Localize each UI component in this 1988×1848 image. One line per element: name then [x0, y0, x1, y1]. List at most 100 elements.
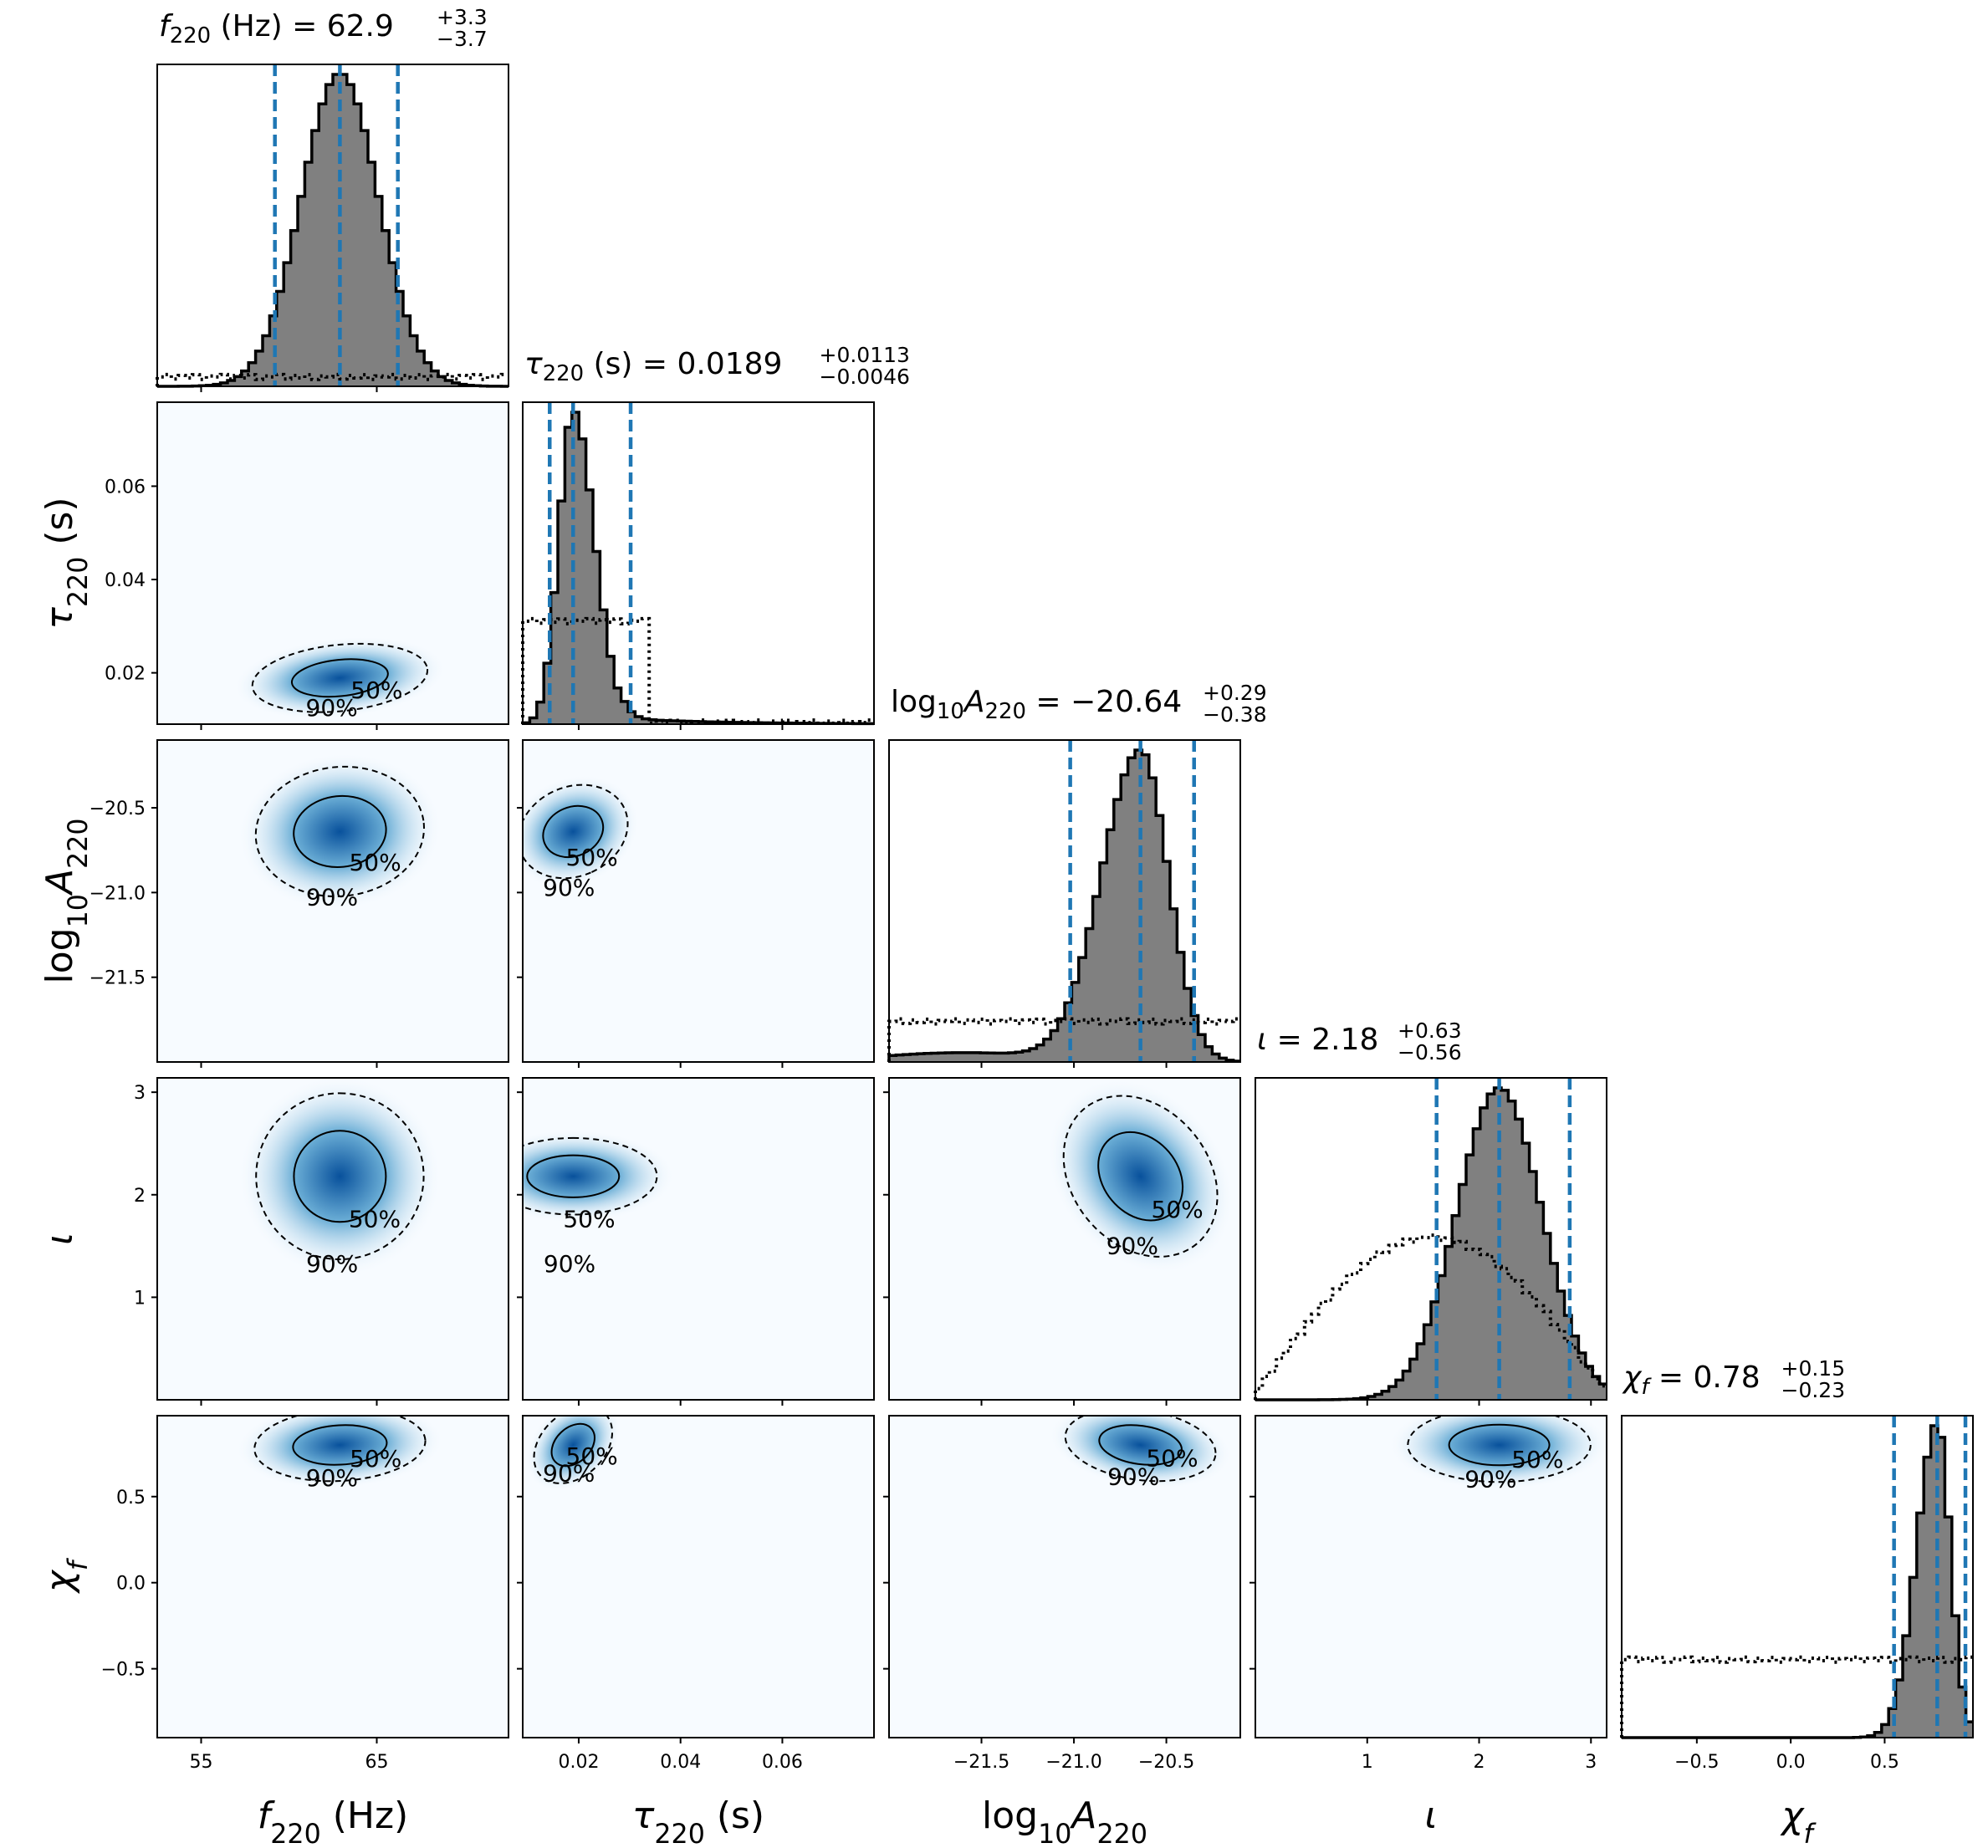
- density-blob: [1047, 1079, 1234, 1274]
- y-axis-label-iota: ι: [38, 1233, 81, 1245]
- contour-90: [253, 1416, 427, 1483]
- y-tick-label-logA: −21.5: [89, 968, 146, 989]
- x-axis-label-chif: χf: [1780, 1794, 1817, 1848]
- contour-label-90: 90%: [306, 694, 358, 722]
- prior-hist-dotted: [1620, 1655, 1973, 1738]
- contour-50: [542, 804, 605, 859]
- contour-90: [1407, 1416, 1592, 1483]
- contour-label-90: 90%: [543, 874, 595, 901]
- title-upper-error: +0.0113: [820, 343, 910, 367]
- density-blob: [238, 1078, 442, 1277]
- contour-50: [293, 794, 387, 868]
- title-upper-error: +3.3: [437, 5, 488, 29]
- density-frame: [156, 401, 509, 725]
- y-tick-label-tau220: 0.06: [105, 477, 146, 498]
- density-frame: [522, 1077, 875, 1401]
- x-axis-label-logA: log10A220: [982, 1794, 1147, 1848]
- contour-label-50: 50%: [1146, 1444, 1198, 1472]
- density-blob: [523, 774, 640, 888]
- x-axis-label-tau220: τ220 (s): [632, 1794, 764, 1848]
- y-tick-label-tau220: 0.04: [105, 570, 146, 591]
- density-blob: [523, 1130, 675, 1223]
- prior-hist-dotted: [156, 372, 508, 386]
- x-tick-label-tau220: 0.02: [558, 1752, 599, 1773]
- contour-label-50: 50%: [566, 844, 618, 871]
- hist-frame: [522, 401, 875, 725]
- contour-label-50: 50%: [1511, 1446, 1563, 1473]
- x-tick-label-logA: −21.0: [1045, 1752, 1101, 1773]
- density-panel-tau220-iota: 50% 90%: [522, 1077, 875, 1401]
- contour-90: [523, 1136, 658, 1216]
- contour-90: [523, 784, 629, 880]
- contour-50: [293, 1130, 387, 1223]
- density-frame: [522, 1415, 875, 1738]
- x-tick-label-iota: 1: [1362, 1752, 1373, 1773]
- x-tick-label-iota: 3: [1585, 1752, 1597, 1773]
- density-panel-f220-chif: 50%90%: [156, 1415, 509, 1738]
- density-panel-tau220-logA: 50%90%: [522, 739, 875, 1063]
- contour-label-90: 90%: [1464, 1465, 1516, 1493]
- x-tick-label-chif: −0.5: [1674, 1752, 1719, 1773]
- contour-label-50: 50%: [350, 1445, 401, 1473]
- contour-label-90: 90%: [544, 1250, 595, 1278]
- contour-90: [1062, 1095, 1219, 1258]
- contour-label-50: 50%: [566, 1442, 618, 1470]
- y-tick-label-iota: 3: [134, 1083, 146, 1104]
- y-tick-label-logA: −20.5: [89, 799, 146, 819]
- y-tick-label-chif: 0.5: [116, 1488, 146, 1509]
- contour-90: [533, 1416, 614, 1484]
- contour-label-50: 50%: [349, 1205, 401, 1233]
- x-axis-label-iota: ι: [1425, 1794, 1438, 1837]
- density-frame: [156, 739, 509, 1063]
- title-lower-error: −3.7: [437, 27, 488, 51]
- density-background: [523, 1078, 874, 1400]
- posterior-title-chif: χf = 0.78: [1622, 1360, 1761, 1400]
- density-panel-tau220-chif: 50%90%: [522, 1415, 875, 1738]
- title-lower-error: −0.0046: [820, 365, 910, 389]
- y-tick-label-chif: 0.0: [116, 1574, 146, 1595]
- density-frame: [888, 1415, 1241, 1738]
- title-upper-error: +0.15: [1781, 1356, 1846, 1381]
- posterior-hist-fill: [157, 74, 508, 386]
- density-blob: [1049, 1416, 1232, 1489]
- contour-label-90: 90%: [306, 883, 358, 911]
- x-tick-label-iota: 2: [1474, 1752, 1485, 1773]
- hist-panel-logA: log10A220 = −20.64 +0.29−0.38: [887, 681, 1267, 1063]
- hist-frame: [1621, 1415, 1974, 1738]
- contour-90: [254, 765, 425, 897]
- contour-50: [292, 1424, 388, 1466]
- hist-panel-chif: χf = 0.78 +0.15−0.23: [1620, 1356, 1974, 1739]
- density-panel-iota-chif: 50%90%: [1255, 1415, 1607, 1738]
- density-frame: [522, 739, 875, 1063]
- density-blob: [525, 1416, 621, 1492]
- title-upper-error: +0.63: [1398, 1018, 1462, 1043]
- posterior-hist-outline: [156, 73, 508, 388]
- posterior-hist-fill: [523, 412, 874, 724]
- y-axis-label-tau220: τ220 (s): [38, 497, 94, 629]
- posterior-title-f220: f220 (Hz) = 62.9: [159, 9, 394, 48]
- x-tick-label-logA: −20.5: [1138, 1752, 1194, 1773]
- density-panel-f220-logA: 50%90%: [156, 739, 509, 1063]
- y-tick-label-logA: −21.0: [89, 883, 146, 904]
- contour-label-90: 90%: [543, 1459, 595, 1487]
- contour-label-50: 50%: [349, 849, 401, 876]
- posterior-title-logA: log10A220 = −20.64: [891, 685, 1182, 724]
- contour-label-90: 90%: [1107, 1463, 1159, 1491]
- posterior-title-tau220: τ220 (s) = 0.0189: [524, 347, 782, 386]
- title-upper-error: +0.29: [1203, 681, 1267, 705]
- y-tick-label-iota: 1: [134, 1288, 146, 1309]
- prior-hist-dotted: [887, 1017, 1240, 1062]
- density-blob: [238, 753, 442, 911]
- contour-label-90: 90%: [1106, 1233, 1158, 1260]
- contour-90: [1064, 1416, 1217, 1483]
- y-tick-label-iota: 2: [134, 1186, 146, 1207]
- density-frame: [1255, 1415, 1607, 1738]
- hist-panel-tau220: τ220 (s) = 0.0189 +0.0113−0.0046: [521, 343, 910, 726]
- x-tick-label-tau220: 0.06: [762, 1752, 803, 1773]
- contour-label-90: 90%: [306, 1250, 358, 1278]
- prior-hist-dotted: [521, 616, 874, 725]
- x-tick-label-f220: 55: [190, 1752, 213, 1773]
- posterior-hist-fill: [889, 750, 1240, 1062]
- density-panel-f220-tau220: 50%90%: [156, 401, 509, 725]
- posterior-hist-fill: [1255, 1088, 1607, 1400]
